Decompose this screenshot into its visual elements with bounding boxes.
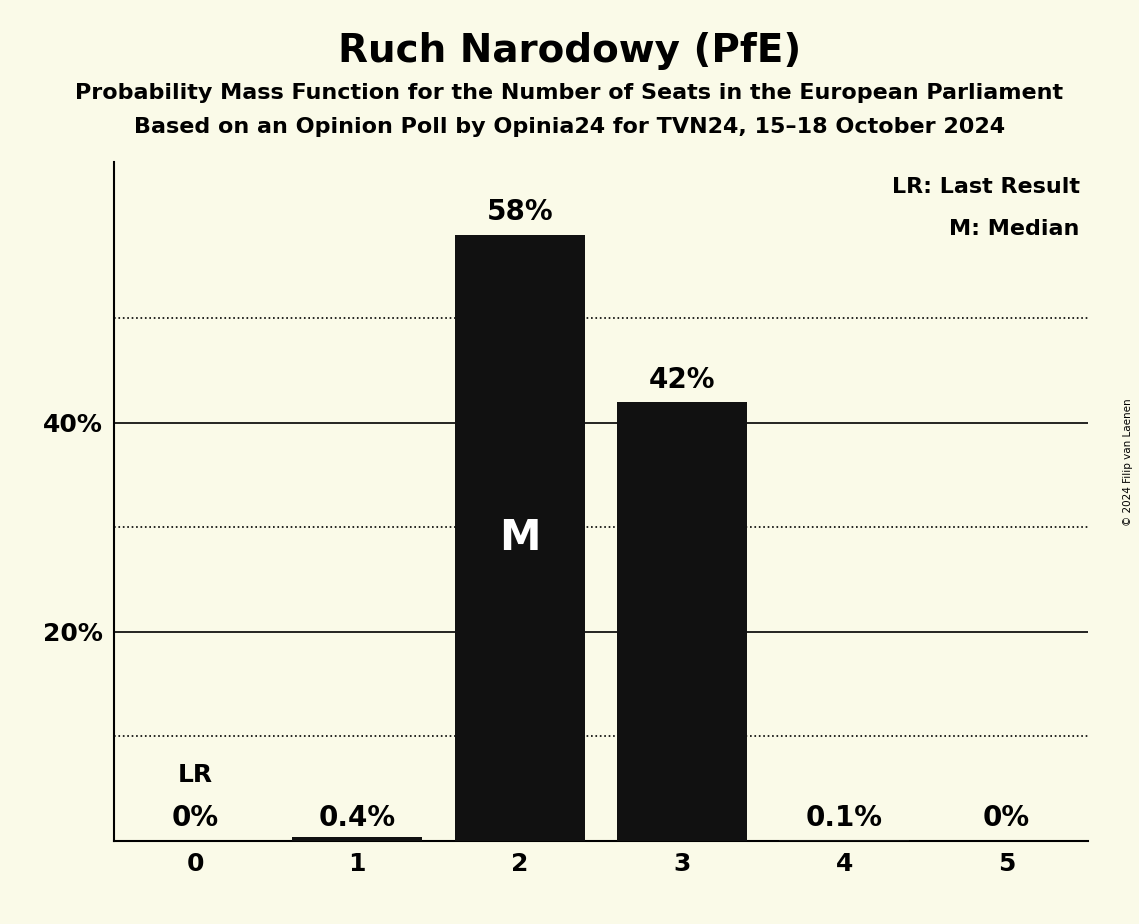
- Text: M: Median: M: Median: [949, 219, 1080, 239]
- Text: 0%: 0%: [983, 805, 1030, 833]
- Text: M: M: [499, 517, 540, 559]
- Text: Probability Mass Function for the Number of Seats in the European Parliament: Probability Mass Function for the Number…: [75, 83, 1064, 103]
- Text: Based on an Opinion Poll by Opinia24 for TVN24, 15–18 October 2024: Based on an Opinion Poll by Opinia24 for…: [134, 117, 1005, 138]
- Bar: [293, 836, 423, 841]
- Bar: [617, 402, 747, 841]
- Text: 0.1%: 0.1%: [805, 805, 883, 833]
- Text: Ruch Narodowy (PfE): Ruch Narodowy (PfE): [338, 32, 801, 70]
- Text: 42%: 42%: [649, 366, 715, 394]
- Text: 58%: 58%: [486, 199, 552, 226]
- Text: 0%: 0%: [172, 805, 219, 833]
- Bar: [454, 235, 584, 841]
- Text: LR: LR: [178, 762, 213, 786]
- Bar: [779, 840, 909, 841]
- Text: LR: Last Result: LR: Last Result: [892, 177, 1080, 198]
- Text: © 2024 Filip van Laenen: © 2024 Filip van Laenen: [1123, 398, 1133, 526]
- Text: 0.4%: 0.4%: [319, 805, 396, 833]
